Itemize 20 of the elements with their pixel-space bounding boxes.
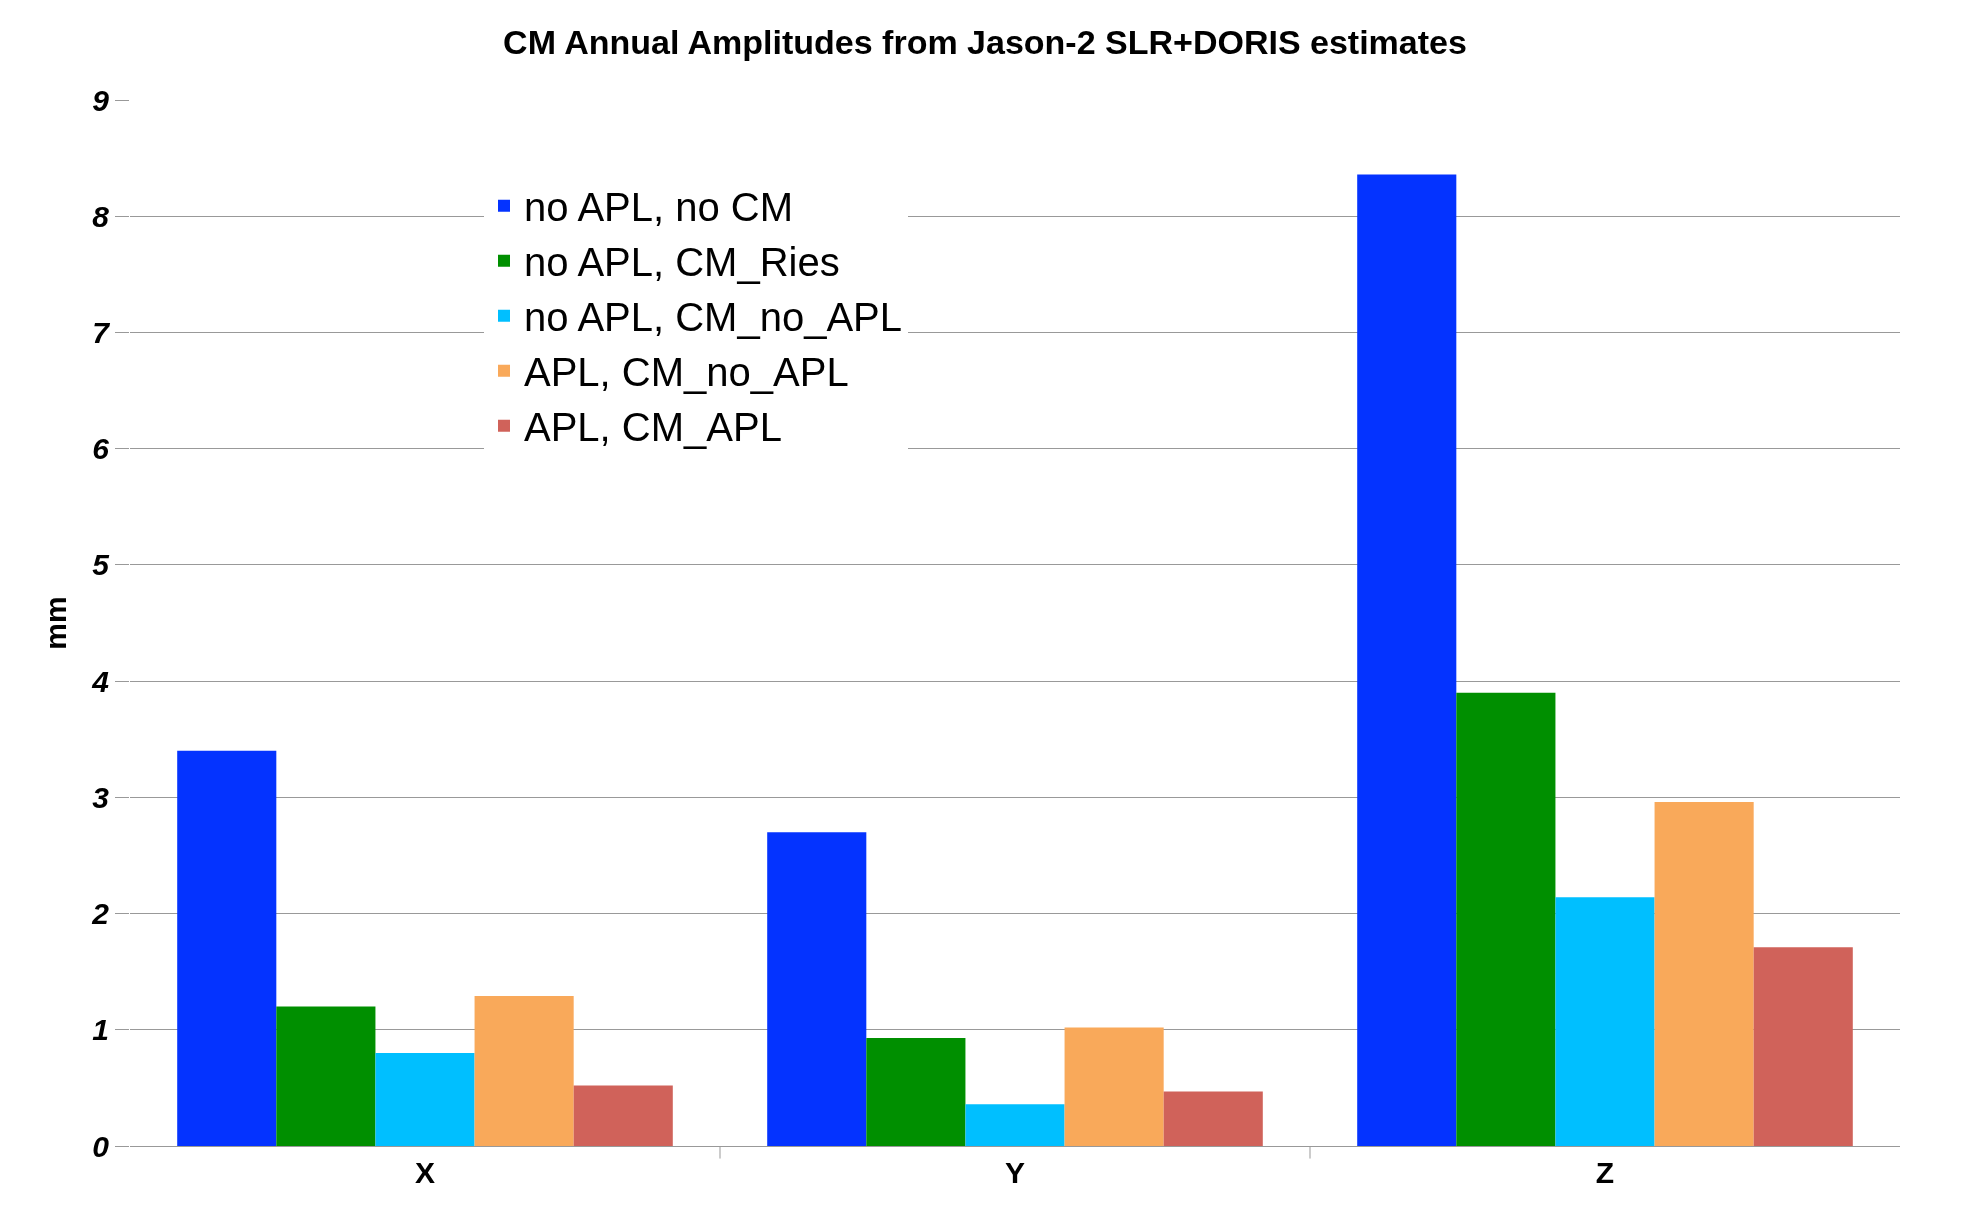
y-tick-label: 8 — [92, 199, 110, 233]
y-tick-label: 4 — [91, 664, 110, 698]
x-tick-label: Z — [1595, 1156, 1615, 1189]
y-tick-label: 1 — [92, 1013, 109, 1047]
legend-label: no APL, CM_no_APL — [524, 295, 903, 340]
y-axis-title: mm — [39, 596, 73, 650]
y-tick-label: 7 — [92, 315, 111, 349]
y-tick-label: 6 — [92, 432, 110, 466]
y-tick-label: 5 — [92, 548, 111, 582]
y-tick-label: 9 — [92, 83, 110, 117]
legend-label: APL, CM_APL — [524, 405, 782, 450]
y-tick-label: 3 — [92, 780, 110, 814]
legend-label: no APL, CM_Ries — [524, 240, 840, 285]
legend-label: no APL, no CM — [524, 185, 794, 230]
y-tick-label: 0 — [92, 1129, 110, 1163]
x-tick-label: X — [414, 1156, 436, 1189]
x-tick-label: Y — [1004, 1156, 1026, 1189]
y-tick-label: 2 — [91, 897, 110, 931]
chart-title: CM Annual Amplitudes from Jason-2 SLR+DORIS estimates — [503, 23, 1467, 62]
legend-label: APL, CM_no_APL — [524, 350, 849, 395]
